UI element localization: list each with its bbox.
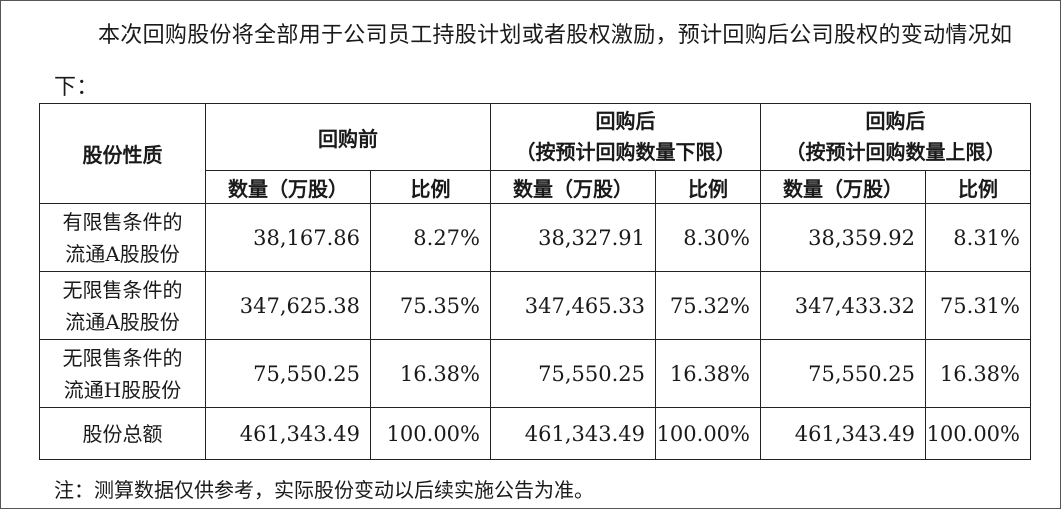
low-ratio: 16.38% [655, 339, 761, 408]
before-qty: 461,343.49 [205, 407, 371, 460]
table-row-total: 股份总额 461,343.49 100.00% 461,343.49 100.0… [39, 407, 1031, 460]
row-label-line1: 无限售条件的 [62, 277, 183, 302]
row-label: 无限售条件的 流通A股股份 [39, 271, 206, 340]
before-ratio: 75.35% [370, 271, 491, 340]
table-row: 有限售条件的 流通A股股份 38,167.86 8.27% 38,327.91 … [39, 203, 1031, 272]
header-after-high: 回购后 （按预计回购数量上限） [760, 103, 1031, 171]
header-after-low-line2: （按预计回购数量下限） [515, 140, 736, 164]
low-qty: 75,550.25 [490, 339, 656, 408]
header-after-low-line1: 回购后 [595, 109, 656, 133]
high-ratio: 75.31% [925, 271, 1031, 340]
low-qty: 347,465.33 [490, 271, 656, 340]
high-ratio: 100.00% [925, 407, 1031, 460]
before-qty: 347,625.38 [205, 271, 371, 340]
before-ratio: 8.27% [370, 203, 491, 272]
before-qty: 38,167.86 [205, 203, 371, 272]
low-qty: 38,327.91 [490, 203, 656, 272]
header-share-type: 股份性质 [39, 103, 206, 204]
low-ratio: 75.32% [655, 271, 761, 340]
header-high-qty: 数量（万股） [760, 170, 926, 204]
header-after-high-line1: 回购后 [865, 109, 926, 133]
header-before: 回购前 [205, 103, 491, 171]
low-ratio: 100.00% [655, 407, 761, 460]
header-after-high-line2: （按预计回购数量上限） [785, 140, 1006, 164]
before-qty: 75,550.25 [205, 339, 371, 408]
before-ratio: 100.00% [370, 407, 491, 460]
row-label-line2: 流通H股股份 [63, 377, 182, 402]
row-label-line1: 有限售条件的 [62, 209, 183, 234]
high-qty: 75,550.25 [760, 339, 926, 408]
header-low-qty: 数量（万股） [490, 170, 656, 204]
share-change-table: 股份性质 回购前 回购后 （按预计回购数量下限） 回购后 （按预计回购数量上限）… [39, 103, 1031, 460]
row-label-total: 股份总额 [39, 407, 206, 460]
row-label-line1: 无限售条件的 [62, 345, 183, 370]
header-high-ratio: 比例 [925, 170, 1031, 204]
high-ratio: 16.38% [925, 339, 1031, 408]
low-qty: 461,343.49 [490, 407, 656, 460]
intro-paragraph: 本次回购股份将全部用于公司员工持股计划或者股权激励，预计回购后公司股权的变动情况… [54, 23, 1013, 100]
header-before-qty: 数量（万股） [205, 170, 371, 204]
table-row: 无限售条件的 流通A股股份 347,625.38 75.35% 347,465.… [39, 271, 1031, 340]
row-label-line2: 流通A股股份 [65, 241, 180, 266]
row-label: 无限售条件的 流通H股股份 [39, 339, 206, 408]
high-qty: 38,359.92 [760, 203, 926, 272]
header-low-ratio: 比例 [655, 170, 761, 204]
row-label-line2: 流通A股股份 [65, 309, 180, 334]
footnote: 注：测算数据仅供参考，实际股份变动以后续实施公告为准。 [54, 478, 594, 502]
high-ratio: 8.31% [925, 203, 1031, 272]
high-qty: 461,343.49 [760, 407, 926, 460]
before-ratio: 16.38% [370, 339, 491, 408]
header-row-1: 股份性质 回购前 回购后 （按预计回购数量下限） 回购后 （按预计回购数量上限） [39, 103, 1031, 204]
high-qty: 347,433.32 [760, 271, 926, 340]
header-before-ratio: 比例 [370, 170, 491, 204]
header-after-low: 回购后 （按预计回购数量下限） [490, 103, 761, 171]
low-ratio: 8.30% [655, 203, 761, 272]
table-row: 无限售条件的 流通H股股份 75,550.25 16.38% 75,550.25… [39, 339, 1031, 408]
row-label: 有限售条件的 流通A股股份 [39, 203, 206, 272]
